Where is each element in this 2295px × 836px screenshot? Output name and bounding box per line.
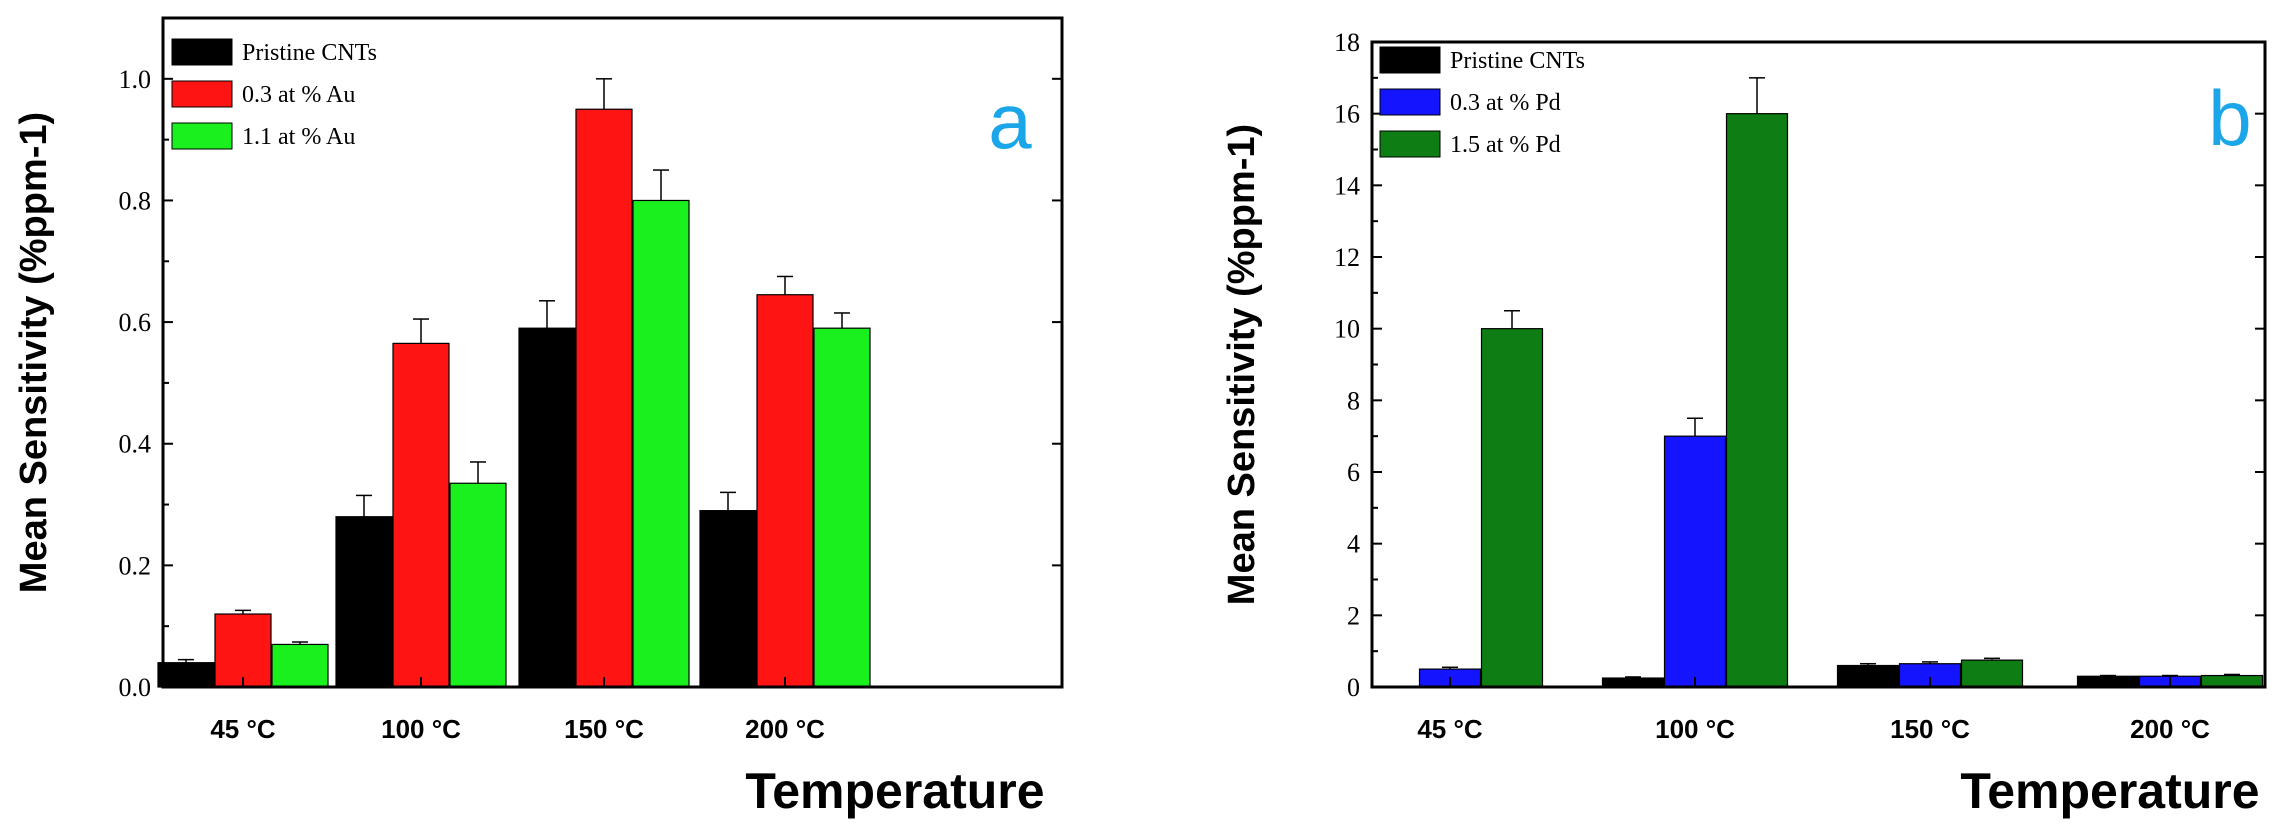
ytick-label-b-2: 4	[1347, 530, 1360, 559]
bar-b-s2-c2	[1960, 659, 2024, 688]
bar-b-s2-c1	[1725, 113, 1789, 688]
chart-panel-a: 0.0 0.2 0.4 0.6 0.8 1.0 45 °C 100 °C 150 °C 200 °…	[13, 16, 1064, 819]
bar-b-s1-c1	[1663, 435, 1727, 688]
legend-swatch-a-1	[171, 80, 233, 108]
xtick-label-b-3: 200 °C	[2130, 714, 2210, 744]
ytick-label-a-3: 0.6	[119, 308, 152, 337]
ytick-label-b-7: 14	[1334, 171, 1360, 200]
plot-frame-a	[161, 16, 1064, 689]
xtick-label-a-0: 45 °C	[210, 714, 276, 744]
legend-swatch-b-2	[1379, 130, 1441, 158]
legend-swatch-a-2	[171, 122, 233, 150]
bar-a-s0-c0	[157, 662, 215, 688]
xtick-label-b-1: 100 °C	[1655, 714, 1735, 744]
xtick-label-a-3: 200 °C	[745, 714, 825, 744]
xtick-label-b-2: 150 °C	[1890, 714, 1970, 744]
ytick-label-a-4: 0.8	[119, 186, 152, 215]
bar-a-s0-c2	[518, 327, 576, 688]
legend-swatch-b-1	[1379, 88, 1441, 116]
bar-b-s0-c2	[1836, 664, 1900, 688]
legend-label-a-2: 1.1 at % Au	[242, 124, 355, 150]
legend-label-b-1: 0.3 at % Pd	[1450, 90, 1561, 116]
ytick-label-b-5: 10	[1334, 315, 1360, 344]
ytick-label-b-8: 16	[1334, 100, 1360, 129]
ytick-label-b-3: 6	[1347, 458, 1360, 487]
ytick-label-b-0: 0	[1347, 673, 1360, 702]
bar-a-s0-c1	[335, 516, 393, 688]
ytick-label-b-6: 12	[1334, 243, 1360, 272]
ytick-label-b-4: 8	[1347, 386, 1360, 415]
x-axis-title-a: Temperature	[745, 763, 1044, 819]
bar-b-s2-c0	[1480, 328, 1544, 688]
xtick-label-a-1: 100 °C	[381, 714, 461, 744]
ytick-label-b-1: 2	[1347, 601, 1360, 630]
legend-swatch-b-0	[1379, 46, 1441, 74]
bar-a-s0-c3	[699, 510, 757, 688]
ytick-label-a-0: 0.0	[119, 673, 152, 702]
panel-letter-b: b	[2208, 74, 2251, 162]
xtick-label-a-2: 150 °C	[564, 714, 644, 744]
bar-a-s1-c3	[756, 294, 814, 688]
bar-a-s2-c1	[449, 482, 507, 688]
ytick-label-a-1: 0.2	[119, 551, 152, 580]
ytick-label-a-2: 0.4	[119, 430, 152, 459]
bar-a-s1-c0	[214, 613, 272, 688]
bar-a-s1-c1	[392, 342, 450, 688]
legend-label-a-1: 0.3 at % Au	[242, 82, 355, 108]
bar-a-s2-c2	[632, 199, 690, 688]
legend-label-a-0: Pristine CNTs	[242, 40, 377, 66]
bar-b-s0-c3	[2076, 675, 2140, 688]
bar-a-s1-c2	[575, 108, 633, 688]
y-axis-title-b: Mean Sensitivity (%ppm-1)	[1221, 124, 1263, 605]
xtick-label-b-0: 45 °C	[1417, 714, 1483, 744]
legend-swatch-a-0	[171, 38, 233, 66]
y-axis-title-a: Mean Sensitivity (%ppm-1)	[13, 112, 55, 593]
ytick-label-b-9: 18	[1334, 28, 1360, 57]
bar-a-s2-c0	[271, 643, 329, 688]
chart-panel-b: 0 2 4 6 8 10 12 14 16 18 45 °C 100 °C 150 °C 200 °C Me…	[1221, 28, 2267, 819]
x-axis-title-b: Temperature	[1960, 763, 2259, 819]
legend-label-b-2: 1.5 at % Pd	[1450, 132, 1561, 158]
bar-a-s2-c3	[813, 327, 871, 688]
bar-b-s2-c3	[2200, 674, 2264, 688]
ytick-label-a-5: 1.0	[119, 65, 152, 94]
panel-letter-a: a	[988, 77, 1032, 165]
legend-label-b-0: Pristine CNTs	[1450, 48, 1585, 74]
